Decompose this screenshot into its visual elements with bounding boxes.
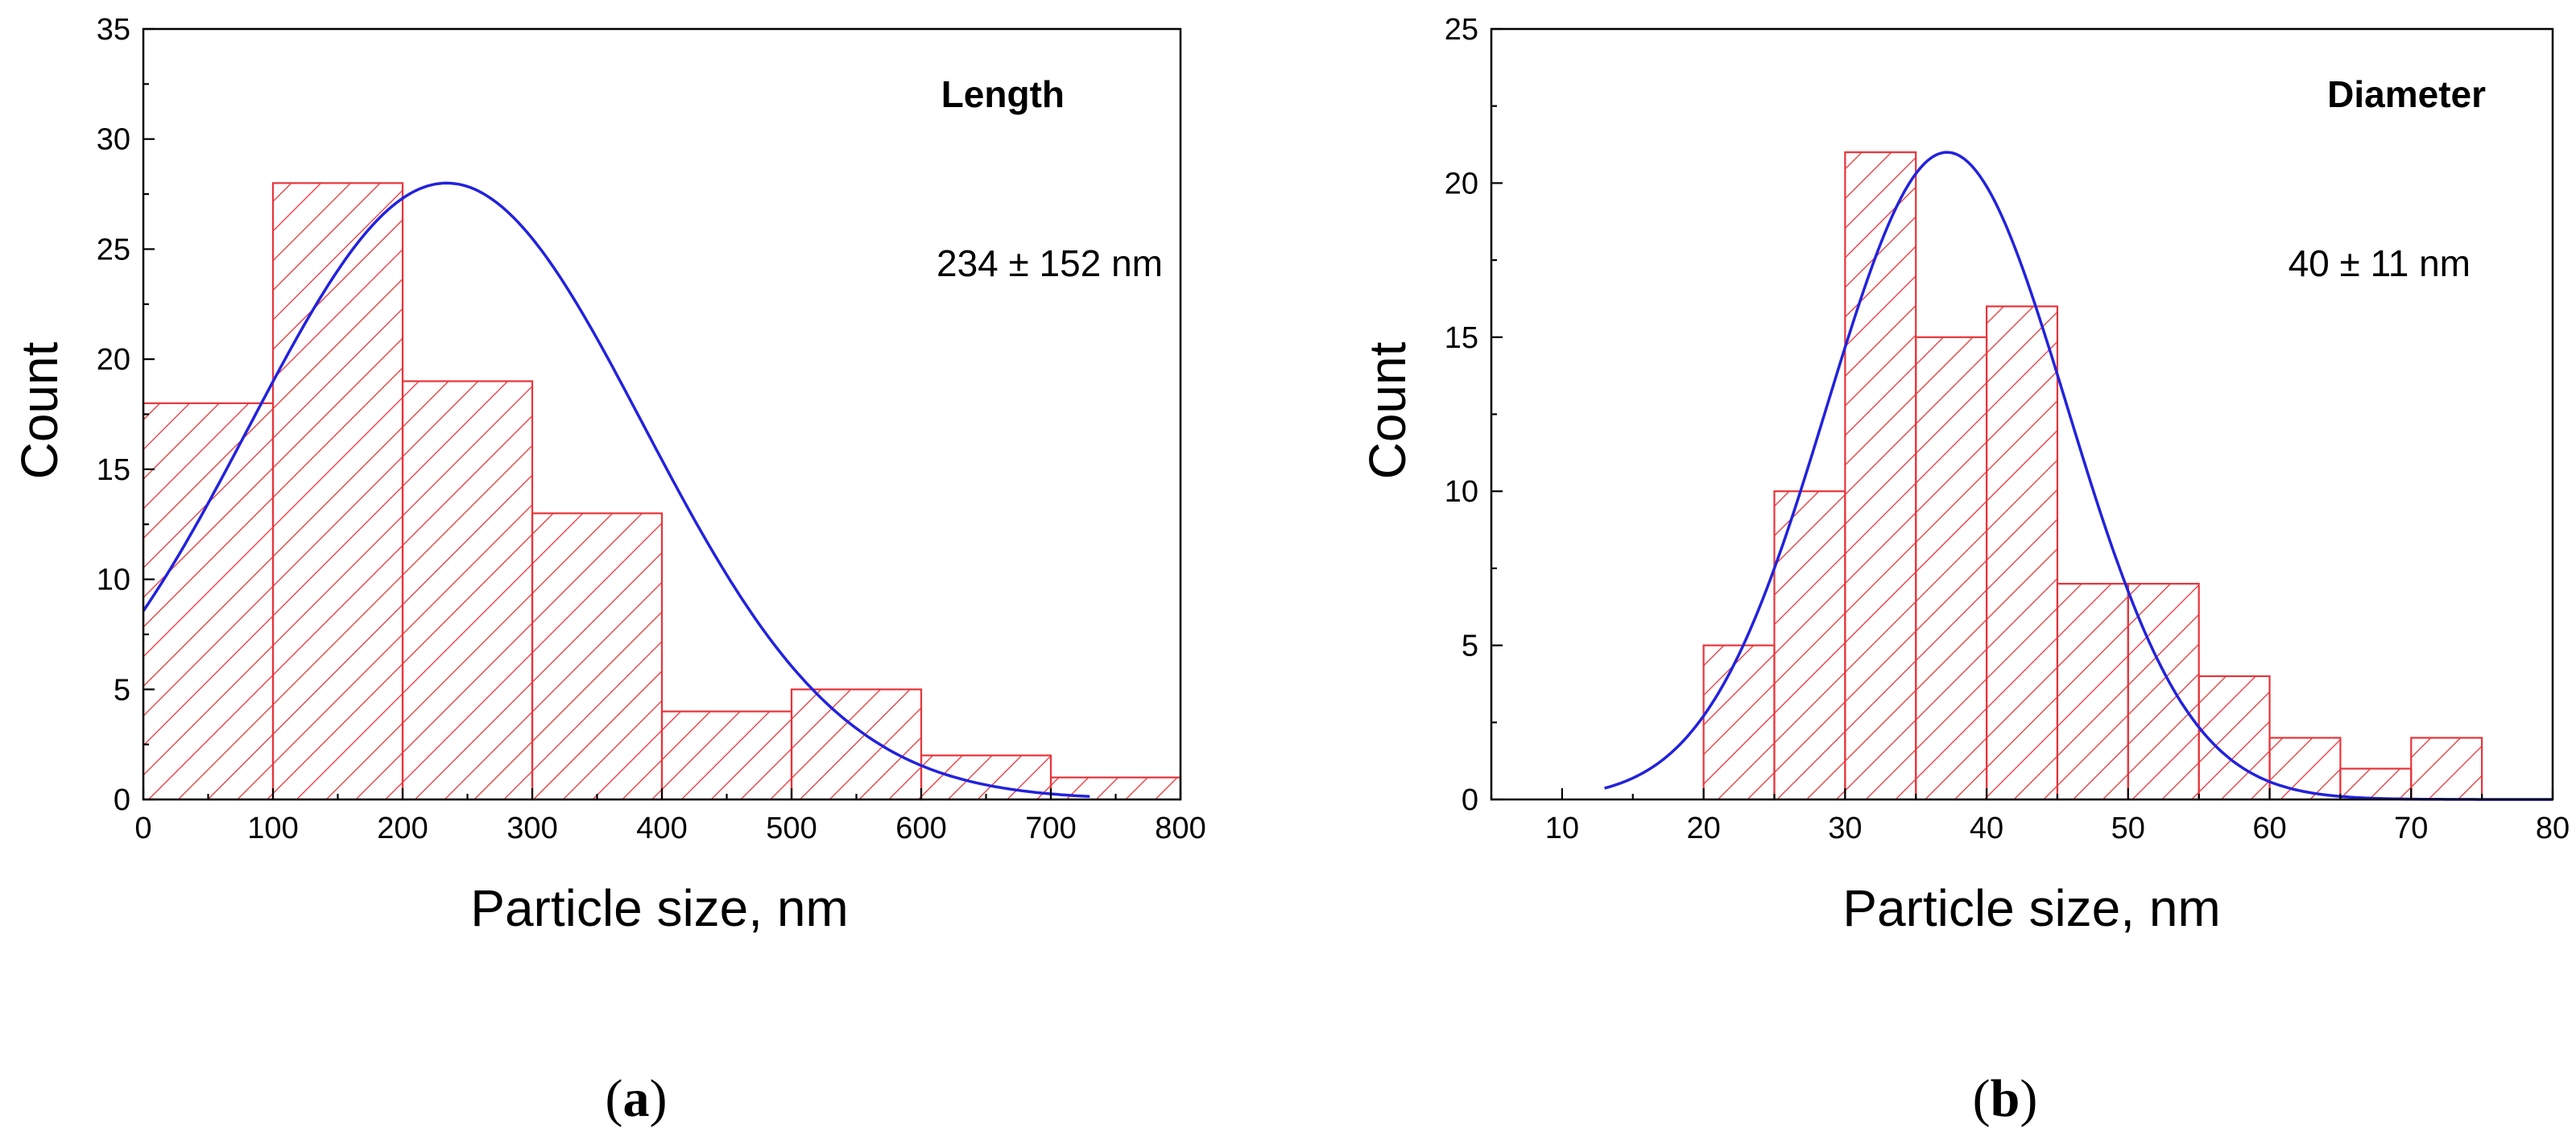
histogram-bar-6 <box>2056 582 2129 801</box>
histogram-bar-1 <box>1702 644 1776 801</box>
histogram-bar-1 <box>142 402 275 801</box>
stat-annotation: 40 ± 11 nm <box>2289 242 2471 284</box>
x-tick-label: 100 <box>247 812 298 845</box>
bars-group <box>142 182 1182 801</box>
histogram-bar-8 <box>2198 675 2271 801</box>
histogram-bar-5 <box>1985 305 2059 801</box>
x-tick-label: 400 <box>636 812 687 845</box>
y-tick-label: 15 <box>97 453 130 487</box>
histogram-bar-4 <box>531 512 664 801</box>
histogram-bar-5 <box>660 710 793 801</box>
y-tick-label: 25 <box>1445 13 1478 47</box>
x-tick-label: 60 <box>2252 812 2286 845</box>
y-tick-label: 5 <box>1462 630 1478 663</box>
histogram-bar-6 <box>790 688 923 801</box>
gaussian-fit-curve <box>142 181 1090 799</box>
y-tick-label: 10 <box>97 564 130 597</box>
panel-a: 0 100 200 300 400 500 600 700 80005101520253035 … <box>10 13 1206 1128</box>
y-axis-label: Count <box>1358 341 1416 479</box>
histogram-bar-2 <box>271 182 404 801</box>
x-tick-label: 600 <box>895 812 946 845</box>
histogram-bar-3 <box>401 380 534 801</box>
stat-annotation: 234 ± 152 nm <box>937 242 1163 284</box>
histogram-bar-10 <box>2339 767 2413 801</box>
ticks-group: 10 20 30 40 50 60 70 80 0 5 10 15 20 25 <box>1445 13 2570 845</box>
panel-subtitle: Diameter <box>2327 73 2486 115</box>
x-tick-label: 0 <box>134 812 151 845</box>
histogram-bar-4 <box>1915 336 1988 801</box>
panel-b: 10 20 30 40 50 60 70 80 0 5 10 15 20 25 Diameter 40 ±… <box>1358 13 2570 1128</box>
panel-caption: (b) <box>1973 1069 2038 1128</box>
histogram-bar-2 <box>1773 490 1846 801</box>
x-axis-label: Particle size, nm <box>470 879 848 937</box>
y-axis-label: Count <box>10 341 68 479</box>
x-tick-label: 800 <box>1155 812 1205 845</box>
histogram-bar-3 <box>1844 151 1917 801</box>
x-tick-label: 30 <box>1828 812 1862 845</box>
y-tick-label: 25 <box>97 233 130 266</box>
x-tick-label: 50 <box>2111 812 2145 845</box>
x-axis-label: Particle size, nm <box>1842 879 2220 937</box>
y-tick-label: 20 <box>1445 167 1478 200</box>
y-tick-label: 0 <box>114 783 130 817</box>
histogram-bar-9 <box>2268 737 2342 801</box>
y-tick-label: 20 <box>97 343 130 377</box>
x-tick-label: 20 <box>1686 812 1720 845</box>
x-tick-label: 80 <box>2536 812 2570 845</box>
y-tick-label: 10 <box>1445 475 1478 509</box>
y-tick-label: 30 <box>97 123 130 157</box>
x-tick-label: 10 <box>1545 812 1579 845</box>
y-tick-label: 0 <box>1462 783 1478 817</box>
x-tick-label: 70 <box>2394 812 2428 845</box>
x-tick-label: 300 <box>507 812 557 845</box>
y-tick-label: 15 <box>1445 321 1478 355</box>
panel-subtitle: Length <box>941 73 1065 115</box>
x-tick-label: 40 <box>1970 812 2003 845</box>
x-tick-label: 500 <box>766 812 817 845</box>
y-tick-label: 5 <box>114 673 130 707</box>
x-tick-label: 200 <box>377 812 428 845</box>
ticks-group: 0 100 200 300 400 500 600 700 800 0 5 10 15 20 25 30 35 <box>97 13 1206 845</box>
panel-caption: (a) <box>606 1069 668 1128</box>
y-tick-label: 35 <box>97 13 130 47</box>
histogram-bar-11 <box>2410 737 2483 801</box>
x-tick-label: 700 <box>1025 812 1076 845</box>
